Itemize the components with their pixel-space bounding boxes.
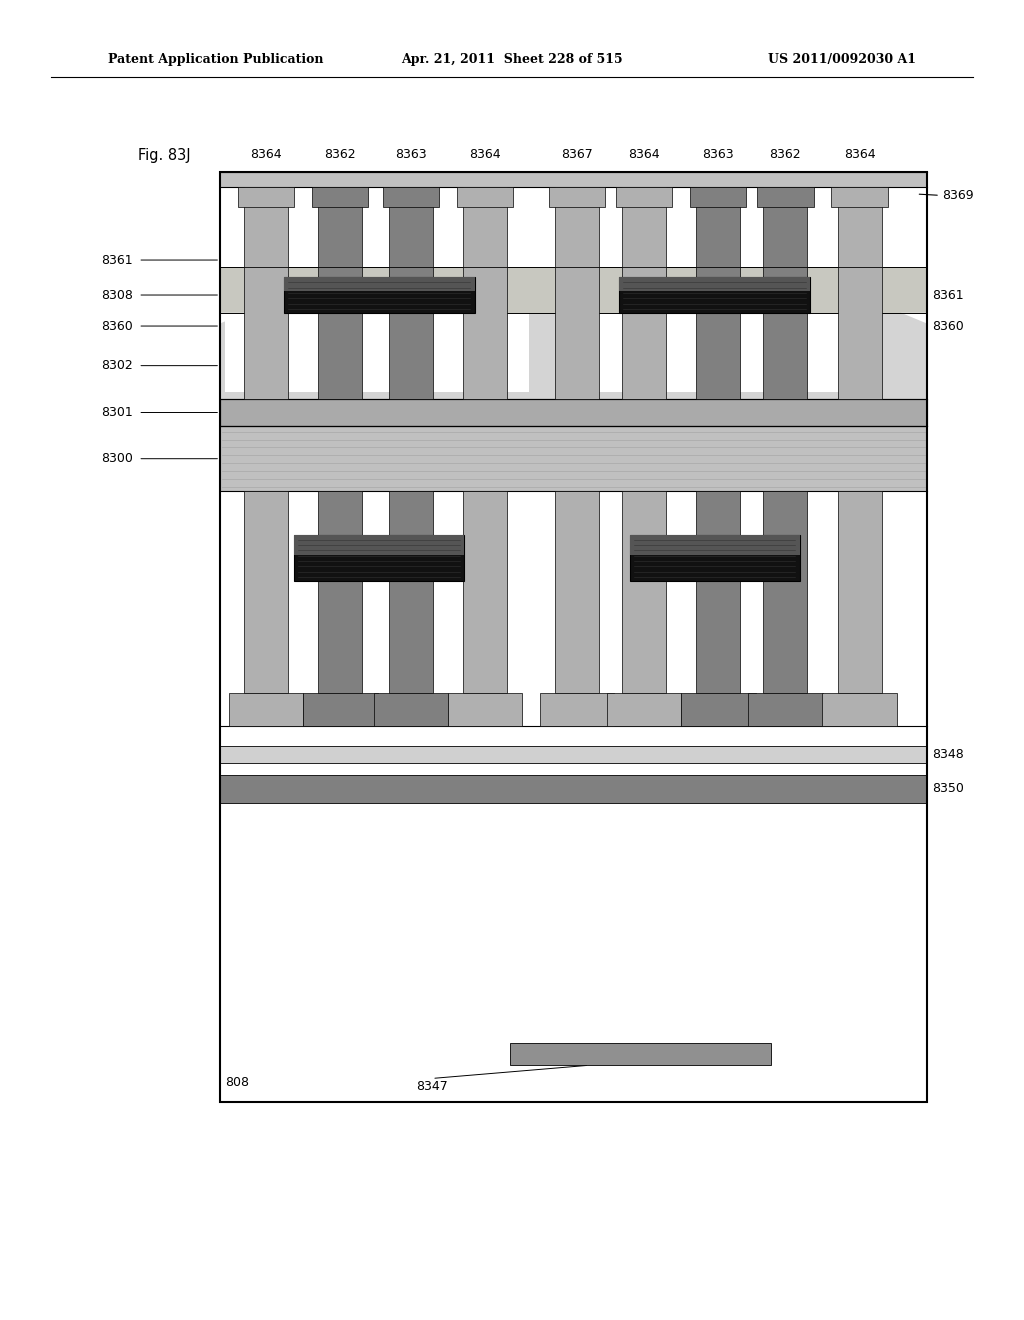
Bar <box>303 693 378 726</box>
Bar <box>696 187 740 267</box>
Text: 8367: 8367 <box>561 148 593 161</box>
Bar <box>623 187 667 267</box>
Bar <box>220 426 927 491</box>
Bar <box>389 491 433 693</box>
Text: 8364: 8364 <box>629 148 659 161</box>
Text: 8302: 8302 <box>101 359 133 372</box>
Bar <box>220 746 927 763</box>
Text: 8369: 8369 <box>942 189 974 202</box>
Bar <box>284 277 474 292</box>
Bar <box>389 187 433 267</box>
Text: 8363: 8363 <box>702 148 734 161</box>
Bar <box>764 187 808 267</box>
Text: 8364: 8364 <box>250 148 282 161</box>
Bar <box>220 775 927 803</box>
Bar <box>228 693 303 726</box>
Bar <box>566 273 878 392</box>
Bar <box>318 491 362 693</box>
Bar <box>758 187 813 207</box>
Text: 8360: 8360 <box>932 319 964 333</box>
Text: Apr. 21, 2011  Sheet 228 of 515: Apr. 21, 2011 Sheet 228 of 515 <box>401 53 623 66</box>
Bar <box>748 693 823 726</box>
Bar <box>463 267 507 399</box>
Bar <box>244 187 288 267</box>
Text: 8360: 8360 <box>101 319 133 333</box>
Text: US 2011/0092030 A1: US 2011/0092030 A1 <box>768 53 916 66</box>
Bar <box>822 693 897 726</box>
Bar <box>690 187 746 207</box>
Bar <box>555 491 599 693</box>
Bar <box>696 267 740 399</box>
Bar <box>540 693 614 726</box>
Bar <box>294 535 464 581</box>
Bar <box>630 535 800 556</box>
Bar <box>318 187 362 267</box>
Text: 8300: 8300 <box>101 453 133 465</box>
Bar <box>318 267 362 399</box>
Bar <box>220 172 927 1102</box>
Text: Fig. 83J: Fig. 83J <box>138 148 190 164</box>
Bar <box>312 187 369 207</box>
Bar <box>294 535 464 556</box>
Text: 8363: 8363 <box>395 148 427 161</box>
Bar <box>220 267 927 399</box>
Bar <box>225 273 529 392</box>
Bar <box>838 491 882 693</box>
Text: 8347: 8347 <box>416 1080 449 1093</box>
Text: 8350: 8350 <box>932 783 964 795</box>
Bar <box>549 187 605 207</box>
Bar <box>555 267 599 399</box>
Bar <box>555 187 599 267</box>
Text: 8361: 8361 <box>101 253 133 267</box>
Bar <box>447 693 522 726</box>
Bar <box>383 187 439 207</box>
Bar <box>623 491 667 693</box>
Bar <box>244 491 288 693</box>
Bar <box>681 693 756 726</box>
Bar <box>220 172 927 1102</box>
Text: 8348: 8348 <box>932 748 964 760</box>
Bar <box>623 267 667 399</box>
Text: 8364: 8364 <box>469 148 501 161</box>
Text: 8362: 8362 <box>325 148 356 161</box>
Bar <box>616 187 673 207</box>
Bar <box>220 491 927 726</box>
Bar <box>764 267 808 399</box>
Polygon shape <box>901 313 927 323</box>
Text: Patent Application Publication: Patent Application Publication <box>108 53 323 66</box>
Bar <box>389 267 433 399</box>
Bar <box>838 267 882 399</box>
Bar <box>457 187 513 207</box>
Bar <box>606 693 682 726</box>
Bar <box>831 187 888 207</box>
Text: 808: 808 <box>225 1076 249 1089</box>
Bar <box>374 693 449 726</box>
Bar <box>630 535 800 581</box>
Polygon shape <box>220 313 246 323</box>
Bar <box>764 491 808 693</box>
Bar <box>238 187 294 207</box>
Bar <box>220 399 927 426</box>
Bar <box>284 277 474 313</box>
Bar <box>510 1043 771 1065</box>
Bar <box>620 277 810 292</box>
Bar <box>463 491 507 693</box>
Bar <box>220 172 927 187</box>
Bar <box>838 187 882 267</box>
Bar <box>696 491 740 693</box>
Bar <box>220 267 927 313</box>
Bar <box>620 277 810 313</box>
Text: 8362: 8362 <box>770 148 801 161</box>
Text: 8301: 8301 <box>101 407 133 418</box>
Bar <box>244 267 288 399</box>
Text: 8308: 8308 <box>101 289 133 301</box>
Text: 8364: 8364 <box>844 148 876 161</box>
Bar <box>463 187 507 267</box>
Text: 8361: 8361 <box>932 289 964 301</box>
